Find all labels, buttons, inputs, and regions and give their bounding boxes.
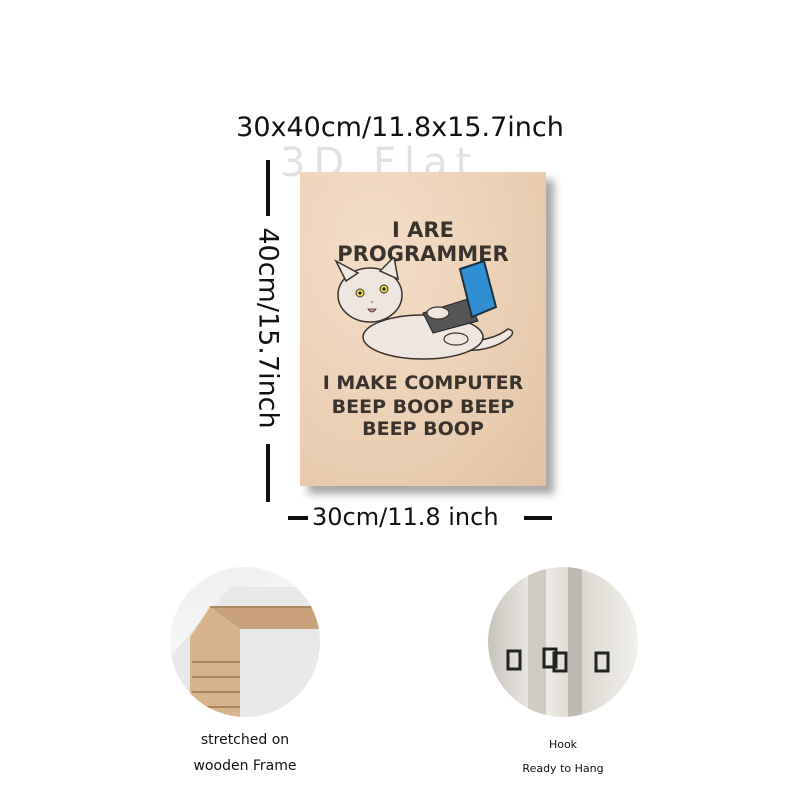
frame-caption-line-1: stretched on [200,732,290,748]
wooden-frame-corner-icon [170,587,320,717]
cat-with-laptop-illustration [334,257,514,360]
hook-caption-line-1: Hook [548,738,578,751]
width-dimension-label: 30cm/11.8 inch [312,503,499,531]
height-dimension-label: 40cm/15.7inch [252,227,284,429]
height-dimension-line-top [266,160,270,216]
poster-canvas: I ARE PROGRAMMER I MAKE COMPUTER BEEP BO… [300,172,546,486]
poster-line-4: BEEP BOOP BEEP [331,396,515,418]
frame-caption-line-2: wooden Frame [193,758,297,774]
poster-line-5: BEEP BOOP [362,418,484,440]
width-dimension-line-right [524,516,552,520]
hook-icon [506,567,610,717]
hook-detail-photo [488,567,638,717]
width-height-dimension-label: 30x40cm/11.8x15.7inch [236,112,564,143]
wooden-frame-detail-photo [170,567,320,717]
width-dimension-line-left [288,516,308,520]
hook-caption-line-2: Ready to Hang [522,762,604,775]
poster-line-3: I MAKE COMPUTER [322,372,524,394]
poster-line-1: I ARE [392,218,454,242]
height-dimension-line-bottom [266,444,270,502]
